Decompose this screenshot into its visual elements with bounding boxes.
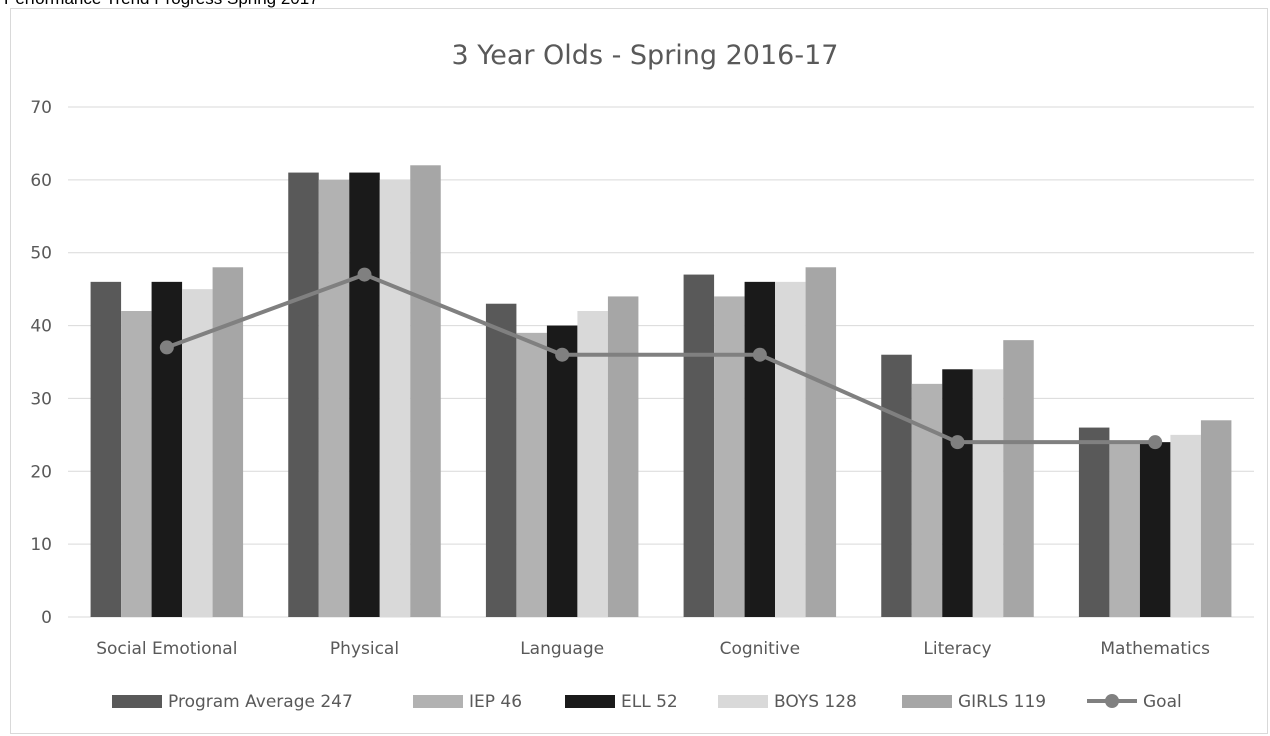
goal-line-group bbox=[159, 267, 1163, 450]
bar-ell-52-4 bbox=[942, 369, 973, 617]
bar-boys-128-0 bbox=[182, 289, 213, 617]
legend-swatch-girls-119 bbox=[902, 695, 952, 708]
gridlines bbox=[68, 106, 1254, 618]
bar-girls-119-5 bbox=[1200, 420, 1232, 617]
bar-iep-46-2 bbox=[516, 332, 547, 617]
legend-swatch-iep-46 bbox=[413, 695, 463, 708]
y-axis-ticks: 0 10 20 30 40 50 60 70 bbox=[30, 98, 52, 628]
y-tick-label: 20 bbox=[30, 462, 52, 482]
bar-boys-128-3 bbox=[775, 281, 806, 617]
goal-point-4 bbox=[950, 435, 965, 450]
bar-boys-128-1 bbox=[379, 179, 411, 617]
goal-point-0 bbox=[159, 340, 174, 355]
bar-iep-46-4 bbox=[911, 383, 943, 617]
bar-iep-46-3 bbox=[714, 296, 745, 617]
chart-title: 3 Year Olds - Spring 2016-17 bbox=[452, 40, 839, 71]
legend-label-iep-46: IEP 46 bbox=[469, 692, 522, 712]
legend-marker-goal bbox=[1105, 694, 1119, 708]
x-axis-categories: Social Emotional Physical Language Cognitiv… bbox=[96, 639, 1210, 659]
page-caption: Performance Trend Progress Spring 2017 bbox=[4, 0, 319, 9]
y-tick-label: 40 bbox=[30, 317, 52, 337]
legend-swatch-ell-52 bbox=[565, 695, 615, 708]
y-tick-label: 10 bbox=[30, 535, 52, 555]
bars-group bbox=[90, 165, 1232, 618]
legend-swatch-boys-128 bbox=[718, 695, 768, 708]
legend-swatch-program-average-247 bbox=[112, 695, 162, 708]
bar-program-average-247-3 bbox=[683, 274, 715, 617]
bar-program-average-247-5 bbox=[1078, 427, 1110, 617]
bar-girls-119-2 bbox=[607, 296, 639, 617]
legend-label-ell-52: ELL 52 bbox=[621, 692, 678, 712]
y-tick-label: 50 bbox=[30, 244, 52, 264]
bar-girls-119-1 bbox=[410, 165, 441, 618]
bar-girls-119-4 bbox=[1003, 340, 1034, 617]
x-category-label: Mathematics bbox=[1100, 639, 1210, 659]
goal-point-1 bbox=[357, 267, 372, 282]
bar-program-average-247-2 bbox=[485, 303, 517, 617]
y-tick-label: 70 bbox=[30, 98, 52, 118]
bar-iep-46-1 bbox=[318, 179, 350, 617]
y-tick-label: 0 bbox=[41, 608, 52, 628]
x-category-label: Language bbox=[520, 639, 604, 659]
bar-program-average-247-1 bbox=[288, 172, 319, 618]
x-category-label: Literacy bbox=[923, 639, 991, 659]
goal-point-3 bbox=[752, 347, 767, 362]
bar-ell-52-5 bbox=[1139, 442, 1171, 617]
bar-boys-128-4 bbox=[972, 369, 1004, 617]
legend-label-boys-128: BOYS 128 bbox=[774, 692, 857, 712]
bar-boys-128-2 bbox=[577, 311, 608, 617]
x-category-label: Social Emotional bbox=[96, 639, 237, 659]
x-category-label: Physical bbox=[330, 639, 399, 659]
bar-ell-52-3 bbox=[744, 281, 776, 617]
goal-point-2 bbox=[555, 347, 570, 362]
legend: Program Average 247 IEP 46 ELL 52 BOYS 128 G… bbox=[112, 692, 1182, 712]
legend-label-goal: Goal bbox=[1143, 692, 1182, 712]
y-tick-label: 60 bbox=[30, 171, 52, 191]
bar-iep-46-5 bbox=[1109, 442, 1140, 617]
legend-label-girls-119: GIRLS 119 bbox=[958, 692, 1046, 712]
bar-ell-52-0 bbox=[151, 281, 183, 617]
bar-ell-52-2 bbox=[546, 325, 578, 617]
y-tick-label: 30 bbox=[30, 389, 52, 409]
x-category-label: Cognitive bbox=[720, 639, 800, 659]
bar-program-average-247-0 bbox=[90, 281, 122, 617]
bar-girls-119-3 bbox=[805, 267, 837, 617]
legend-label-program-average-247: Program Average 247 bbox=[168, 692, 353, 712]
bar-ell-52-1 bbox=[349, 172, 380, 618]
bar-boys-128-5 bbox=[1170, 434, 1201, 617]
goal-line bbox=[166, 272, 1156, 445]
bar-iep-46-0 bbox=[121, 311, 152, 617]
goal-point-5 bbox=[1148, 435, 1163, 450]
bar-program-average-247-4 bbox=[881, 354, 912, 617]
